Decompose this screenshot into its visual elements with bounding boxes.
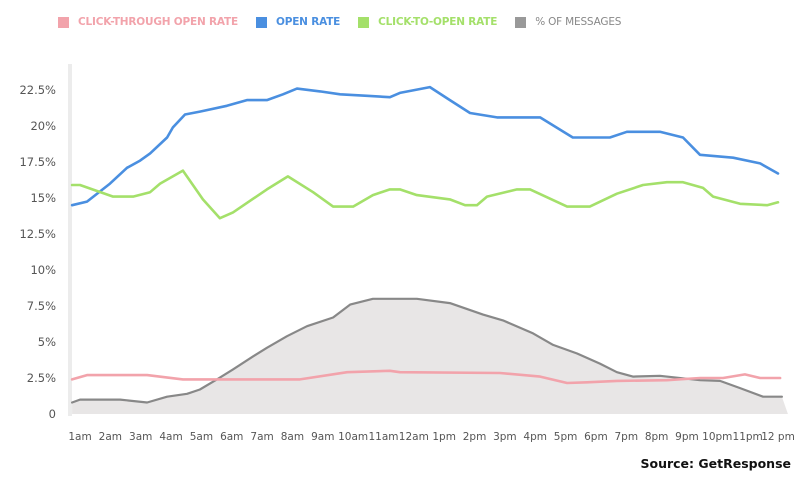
y-tick-label: 0 <box>49 407 56 421</box>
legend-label: CLICK-TO-OPEN RATE <box>378 16 498 28</box>
x-tick-label: 7am <box>250 431 273 443</box>
x-tick-label: 1pm <box>432 431 456 443</box>
y-axis-line <box>68 64 72 416</box>
x-tick-label: 5pm <box>554 431 578 443</box>
x-tick-label: 11am <box>368 431 398 443</box>
source-credit: Source: GetResponse <box>640 456 791 471</box>
x-tick-label: 10am <box>338 431 368 443</box>
x-tick-label: 3am <box>129 431 152 443</box>
legend-swatch <box>515 16 527 28</box>
y-tick-label: 12.5% <box>19 227 56 241</box>
series-line-click-to-open-rate <box>70 169 780 220</box>
y-tick-label: 2.5% <box>27 371 56 385</box>
x-tick-label: 6pm <box>584 431 608 443</box>
y-tick-label: 17.5% <box>19 155 56 169</box>
legend-swatch <box>58 16 69 28</box>
x-tick-label: 6am <box>220 431 243 443</box>
y-tick-label: 15% <box>30 191 56 205</box>
area-of-messages <box>72 298 788 414</box>
legend-label: CLICK-THROUGH OPEN RATE <box>78 16 238 28</box>
x-tick-label: 9pm <box>675 431 699 443</box>
x-tick-label: 1am <box>68 431 91 443</box>
legend-item: OPEN RATE <box>255 16 341 28</box>
x-tick-label: 8am <box>281 431 304 443</box>
legend-label: OPEN RATE <box>275 16 341 28</box>
chart-legend: CLICK-THROUGH OPEN RATE OPEN RATE CLICK-TO… <box>58 16 639 28</box>
legend-swatch <box>358 16 370 28</box>
x-tick-label: 5am <box>190 431 213 443</box>
x-tick-label: 3pm <box>493 431 517 443</box>
x-tick-label: 10pm <box>702 431 732 443</box>
y-tick-label: 22.5% <box>19 83 56 97</box>
series-line-of-messages <box>70 297 784 404</box>
legend-swatch <box>255 16 267 28</box>
x-tick-label: 8pm <box>645 431 669 443</box>
y-tick-label: 5% <box>38 335 56 349</box>
legend-label: % OF MESSAGES <box>535 16 622 28</box>
x-tick-label: 11pm <box>733 431 763 443</box>
legend-item: CLICK-TO-OPEN RATE <box>358 16 497 28</box>
x-tick-label: 7pm <box>614 431 638 443</box>
y-tick-label: 7.5% <box>27 299 56 313</box>
x-tick-label: 4am <box>159 431 182 443</box>
x-tick-label: 12am <box>399 431 429 443</box>
series-line-open-rate <box>70 85 780 207</box>
legend-item: % OF MESSAGES <box>515 16 621 28</box>
legend-item: CLICK-THROUGH OPEN RATE <box>58 16 238 28</box>
series-line-click-through-open-rate <box>70 369 782 385</box>
x-tick-label: 12 pm <box>761 431 795 443</box>
x-tick-label: 2pm <box>463 431 487 443</box>
x-tick-label: 2am <box>99 431 122 443</box>
y-tick-label: 20% <box>30 119 56 133</box>
x-tick-label: 9am <box>311 431 334 443</box>
y-tick-label: 10% <box>30 263 56 277</box>
x-tick-label: 4pm <box>523 431 547 443</box>
